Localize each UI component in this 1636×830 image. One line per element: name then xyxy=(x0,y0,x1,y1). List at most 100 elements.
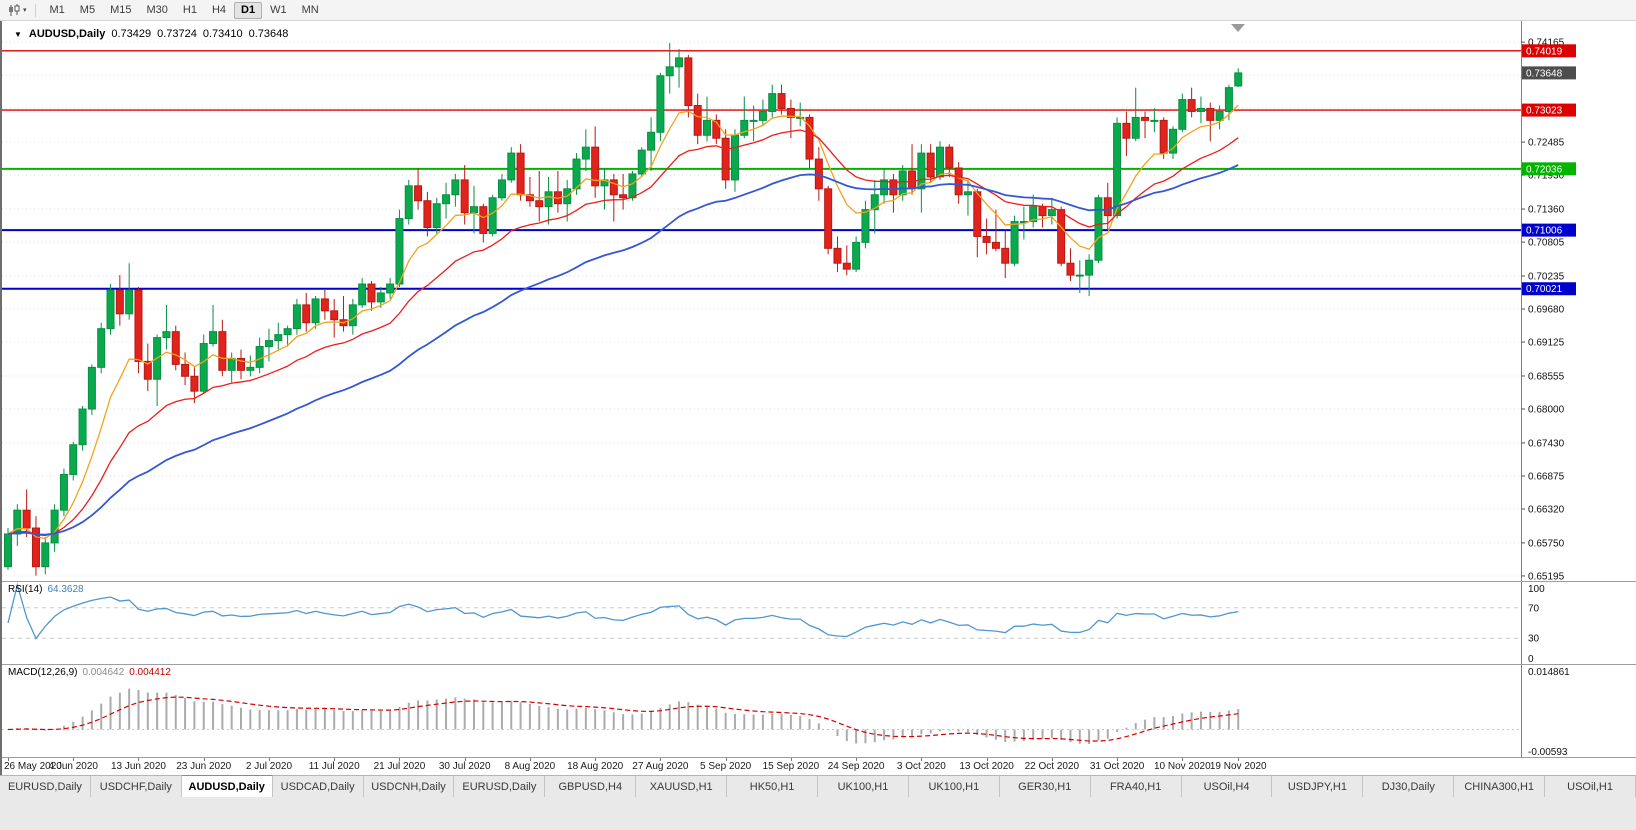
rsi-axis-label: 0 xyxy=(1528,654,1534,664)
rsi-line xyxy=(7,582,1239,640)
chart-tab-7-xauusd-h1[interactable]: XAUUSD,H1 xyxy=(636,776,728,797)
timeframe-button-w1[interactable]: W1 xyxy=(263,2,294,19)
candle-body xyxy=(115,289,124,315)
chart-tab-10-uk100-h1[interactable]: UK100,H1 xyxy=(908,776,1000,797)
chart-tab-14-usdjpy-h1[interactable]: USDJPY,H1 xyxy=(1272,776,1364,797)
candle-body xyxy=(358,283,367,306)
candle-body xyxy=(954,167,963,196)
candle-body xyxy=(852,241,861,270)
chart-tab-11-ger30-h1[interactable]: GER30,H1 xyxy=(999,776,1091,797)
candle-body xyxy=(1085,259,1094,276)
candle-body xyxy=(1029,206,1038,223)
date-axis-label: 4 Jun 2020 xyxy=(48,761,98,772)
rsi-indicator-pane[interactable]: 100 70 30 0 RSI(14) 64.3628 xyxy=(2,582,1636,664)
chart-tab-13-usoil-h4[interactable]: USOil,H4 xyxy=(1181,776,1273,797)
candle-body xyxy=(171,331,180,365)
timeframe-buttons-group: M1 M5 M15 M30 H1 H4 D1 W1 MN xyxy=(43,1,326,19)
chart-tab-6-gbpusd-h4[interactable]: GBPUSD,H4 xyxy=(545,776,637,797)
chart-tab-16-china300-h1[interactable]: CHINA300,H1 xyxy=(1454,776,1546,797)
price-tick-label: 0.66875 xyxy=(1528,471,1565,482)
price-chart-pane[interactable]: 0.74165 0.72485 0.71930 0.71360 0.70805 0.702… xyxy=(2,21,1636,581)
candle-body xyxy=(1234,72,1243,87)
rsi-axis-label: 100 xyxy=(1528,584,1545,595)
price-tick-label: 0.71930 xyxy=(1528,171,1565,182)
date-tick-mark xyxy=(138,758,140,761)
candle-body xyxy=(544,191,553,208)
chart-tab-0-eurusd-daily[interactable]: EURUSD,Daily xyxy=(0,776,91,797)
date-tick-mark xyxy=(1182,758,1184,761)
chart-tab-3-usdcad-daily[interactable]: USDCAD,Daily xyxy=(272,776,364,797)
chart-tab-2-audusd-daily[interactable]: AUDUSD,Daily xyxy=(181,775,273,797)
date-tick-mark xyxy=(203,758,205,761)
candle-body xyxy=(404,185,413,220)
date-tick-mark xyxy=(1238,758,1240,761)
date-axis: 26 May 2020 4 Jun 2020 13 Jun 2020 23 Jun 2… xyxy=(2,757,1636,775)
candle-body xyxy=(880,179,889,196)
date-tick-mark xyxy=(399,758,401,761)
candlestick-chart-icon xyxy=(9,3,20,16)
chart-tab-17-usoil-h1[interactable]: USOil,H1 xyxy=(1545,776,1636,797)
timeframe-button-m5[interactable]: M5 xyxy=(73,2,102,19)
chart-type-button[interactable]: ▾ xyxy=(4,3,30,17)
macd-histogram xyxy=(16,688,1240,744)
date-tick-mark xyxy=(73,758,75,761)
pane-separator[interactable] xyxy=(2,581,1636,582)
timeframe-button-d1[interactable]: D1 xyxy=(234,1,263,19)
candle-body xyxy=(908,170,917,190)
svg-text:0.70021: 0.70021 xyxy=(1526,284,1563,295)
candle-body xyxy=(973,191,982,237)
candle-body xyxy=(1215,110,1224,121)
candle-body xyxy=(97,328,106,368)
candle-body xyxy=(190,375,199,392)
candle-body xyxy=(50,509,59,544)
chart-tab-8-hk50-h1[interactable]: HK50,H1 xyxy=(727,776,819,797)
candle-body xyxy=(647,131,656,151)
date-axis-label: 2 Jul 2020 xyxy=(245,761,293,772)
chevron-down-icon: ▾ xyxy=(23,6,27,14)
timeframe-button-mn[interactable]: MN xyxy=(295,2,326,19)
date-axis-label: 26 May 2020 xyxy=(4,761,62,772)
candle-body xyxy=(1001,247,1010,264)
timeframe-button-m1[interactable]: M1 xyxy=(43,2,72,19)
chart-tab-5-eurusd-daily[interactable]: EURUSD,Daily xyxy=(454,776,546,797)
candle-body xyxy=(199,343,208,392)
candle-body xyxy=(87,366,96,410)
date-tick-mark xyxy=(921,758,923,761)
chart-shift-marker-icon[interactable] xyxy=(1231,24,1245,32)
candle-body xyxy=(870,194,879,211)
candle-body xyxy=(292,304,301,330)
candle-body xyxy=(1150,119,1159,122)
candle-body xyxy=(1010,221,1019,264)
candle-body xyxy=(898,170,907,196)
macd-indicator-pane[interactable]: 0.014861 -0.00593 MACD(12,26,9) 0.004642 … xyxy=(2,665,1636,757)
price-tick-label: 0.66320 xyxy=(1528,504,1565,515)
candle-body xyxy=(470,206,478,214)
date-axis-label: 13 Oct 2020 xyxy=(959,761,1014,772)
chart-tab-4-usdcnh-daily[interactable]: USDCNH,Daily xyxy=(363,776,455,797)
candle-body xyxy=(134,289,143,362)
timeframe-button-m15[interactable]: M15 xyxy=(103,2,138,19)
candle-body xyxy=(1206,107,1215,121)
candle-body xyxy=(69,444,78,475)
candle-body xyxy=(768,93,777,112)
timeframe-button-m30[interactable]: M30 xyxy=(139,2,174,19)
candle-body xyxy=(665,66,674,77)
candle-body xyxy=(1094,197,1103,261)
chart-tab-9-uk100-h1[interactable]: UK100,H1 xyxy=(818,776,909,797)
chart-tab-15-dj30-daily[interactable]: DJ30,Daily xyxy=(1363,776,1455,797)
candle-body xyxy=(143,360,152,380)
pane-separator[interactable] xyxy=(2,664,1636,665)
chart-tab-12-fra40-h1[interactable]: FRA40,H1 xyxy=(1090,776,1182,797)
date-tick-mark xyxy=(8,758,9,761)
date-axis-label: 13 Jun 2020 xyxy=(110,761,166,772)
candle-body xyxy=(451,179,460,196)
candle-body xyxy=(721,137,730,181)
candle-body xyxy=(460,179,469,214)
date-tick-mark xyxy=(1117,758,1119,761)
timeframe-button-h1[interactable]: H1 xyxy=(176,2,204,19)
candle-body xyxy=(302,304,311,324)
timeframe-button-h4[interactable]: H4 xyxy=(205,2,233,19)
chart-tab-1-usdchf-daily[interactable]: USDCHF,Daily xyxy=(90,776,182,797)
candle-body xyxy=(59,473,68,511)
